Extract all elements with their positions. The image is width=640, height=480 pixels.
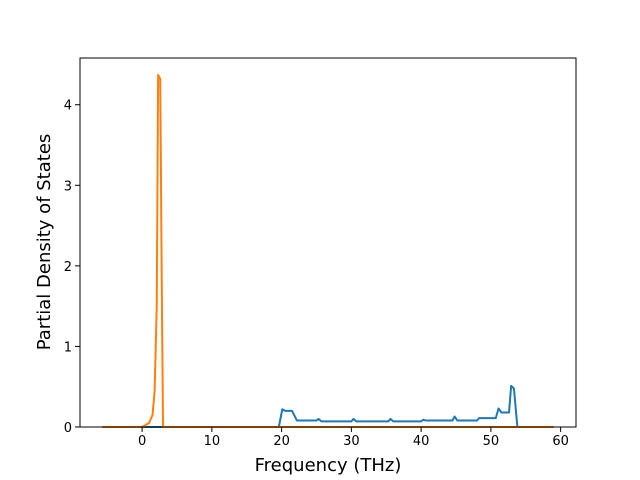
x-tick-label: 60 <box>552 434 569 449</box>
x-tick-label: 20 <box>273 434 290 449</box>
line-series <box>102 384 554 428</box>
line-series <box>102 73 554 428</box>
x-tick-label: 30 <box>343 434 360 449</box>
x-tick-label: 10 <box>204 434 221 449</box>
y-axis-label: Partial Density of States <box>34 134 55 351</box>
plot-frame <box>79 57 577 428</box>
y-tick-label: 2 <box>64 260 72 275</box>
y-tick-label: 1 <box>64 340 72 355</box>
x-tick-label: 50 <box>483 434 500 449</box>
x-tick-label: 40 <box>413 434 430 449</box>
x-axis-label: Frequency (THz) <box>255 455 402 476</box>
y-tick-label: 3 <box>64 179 72 194</box>
y-tick-label: 4 <box>64 99 72 114</box>
y-tick-label: 0 <box>64 421 72 436</box>
x-tick-label: 0 <box>138 434 146 449</box>
